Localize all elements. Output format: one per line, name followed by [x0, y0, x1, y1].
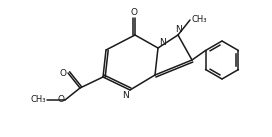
Text: O: O — [60, 68, 67, 78]
Text: N: N — [175, 25, 181, 34]
Text: O: O — [131, 8, 138, 17]
Text: N: N — [122, 91, 129, 100]
Text: N: N — [159, 38, 166, 47]
Text: CH₃: CH₃ — [30, 95, 46, 105]
Text: O: O — [57, 95, 64, 105]
Text: CH₃: CH₃ — [192, 15, 208, 25]
